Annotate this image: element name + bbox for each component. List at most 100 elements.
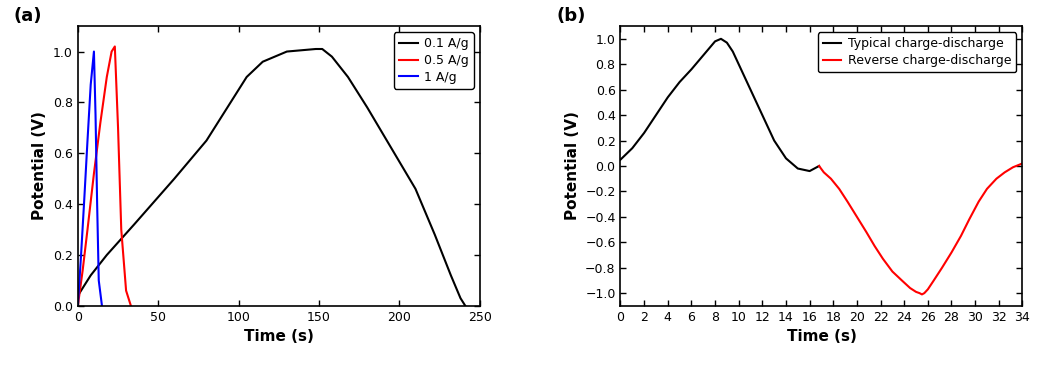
0.1 A/g [316, 47, 328, 51]
Typical charge-discharge [733, 62, 745, 66]
Reverse charge-discharge [904, 286, 917, 290]
Typical charge-discharge [650, 113, 662, 117]
Legend: Typical charge-discharge, Reverse charge-discharge: Typical charge-discharge, Reverse charge… [818, 32, 1016, 72]
Y-axis label: Potential (V): Potential (V) [32, 112, 48, 220]
Reverse charge-discharge [922, 287, 934, 292]
Typical charge-discharge [638, 131, 651, 135]
1 A/g [89, 113, 102, 117]
Reverse charge-discharge [841, 199, 853, 204]
Text: (b): (b) [556, 6, 585, 25]
0.1 A/g [224, 100, 237, 105]
0.1 A/g [455, 296, 467, 301]
X-axis label: Time (s): Time (s) [787, 329, 856, 344]
1 A/g [95, 304, 108, 308]
Typical charge-discharge [727, 49, 739, 54]
Typical charge-discharge [715, 37, 728, 41]
Typical charge-discharge [614, 157, 627, 162]
0.1 A/g [361, 105, 374, 110]
0.1 A/g [200, 138, 213, 143]
Reverse charge-discharge [946, 250, 958, 255]
Reverse charge-discharge [936, 266, 949, 270]
Reverse charge-discharge [955, 233, 967, 238]
0.1 A/g [342, 75, 354, 79]
0.5 A/g [112, 126, 125, 130]
Typical charge-discharge [674, 80, 686, 84]
0.1 A/g [409, 186, 421, 191]
Typical charge-discharge [756, 113, 768, 117]
0.1 A/g [385, 146, 398, 150]
0.1 A/g [280, 49, 293, 54]
Reverse charge-discharge [813, 164, 825, 168]
Typical charge-discharge [813, 164, 825, 168]
Reverse charge-discharge [869, 244, 881, 248]
Reverse charge-discharge [832, 186, 845, 191]
Typical charge-discharge [685, 67, 698, 72]
Reverse charge-discharge [824, 176, 837, 181]
Reverse charge-discharge [909, 289, 922, 294]
Reverse charge-discharge [990, 176, 1003, 181]
Typical charge-discharge [768, 138, 781, 143]
0.1 A/g [429, 232, 441, 237]
Reverse charge-discharge [886, 269, 899, 274]
Line: 1 A/g: 1 A/g [78, 51, 102, 306]
Reverse charge-discharge [973, 199, 985, 204]
1 A/g [91, 202, 104, 206]
Reverse charge-discharge [851, 214, 864, 219]
1 A/g [87, 49, 100, 54]
Typical charge-discharge [626, 146, 638, 150]
Reverse charge-discharge [963, 217, 976, 222]
0.1 A/g [101, 253, 113, 257]
Typical charge-discharge [696, 53, 709, 57]
0.1 A/g [77, 286, 89, 290]
Typical charge-discharge [720, 40, 733, 45]
Line: Typical charge-discharge: Typical charge-discharge [621, 39, 819, 171]
0.1 A/g [241, 75, 253, 79]
0.1 A/g [309, 47, 322, 51]
0.1 A/g [84, 273, 97, 278]
0.1 A/g [72, 294, 84, 298]
Typical charge-discharge [661, 95, 674, 100]
0.1 A/g [444, 273, 457, 278]
Reverse charge-discharge [913, 291, 926, 295]
0.1 A/g [326, 54, 338, 59]
1 A/g [92, 278, 105, 283]
Reverse charge-discharge [916, 292, 928, 297]
0.5 A/g [87, 171, 100, 176]
Reverse charge-discharge [1007, 165, 1019, 169]
1 A/g [72, 304, 84, 308]
0.5 A/g [101, 75, 113, 79]
Line: Reverse charge-discharge: Reverse charge-discharge [819, 163, 1022, 294]
Reverse charge-discharge [918, 291, 930, 295]
Typical charge-discharge [709, 39, 721, 44]
0.5 A/g [119, 288, 132, 293]
Reverse charge-discharge [896, 278, 908, 283]
Reverse charge-discharge [818, 170, 830, 175]
Reverse charge-discharge [861, 230, 873, 234]
0.5 A/g [81, 227, 93, 232]
Line: 0.1 A/g: 0.1 A/g [78, 49, 465, 306]
Legend: 0.1 A/g, 0.5 A/g, 1 A/g: 0.1 A/g, 0.5 A/g, 1 A/g [393, 32, 473, 89]
0.5 A/g [94, 120, 107, 125]
1 A/g [75, 253, 87, 257]
Reverse charge-discharge [1016, 161, 1029, 166]
Reverse charge-discharge [981, 186, 993, 191]
0.5 A/g [72, 304, 84, 308]
Typical charge-discharge [803, 169, 816, 173]
Reverse charge-discharge [928, 278, 940, 283]
Typical charge-discharge [780, 156, 792, 161]
0.5 A/g [106, 49, 118, 54]
Typical charge-discharge [792, 166, 804, 171]
Reverse charge-discharge [877, 257, 890, 261]
0.1 A/g [168, 176, 181, 181]
Text: (a): (a) [13, 6, 42, 25]
0.5 A/g [125, 304, 137, 308]
0.5 A/g [109, 44, 121, 49]
Line: 0.5 A/g: 0.5 A/g [78, 47, 131, 306]
0.1 A/g [128, 222, 140, 227]
0.1 A/g [459, 304, 471, 308]
0.1 A/g [256, 59, 269, 64]
Typical charge-discharge [744, 87, 757, 92]
0.5 A/g [115, 227, 128, 232]
Y-axis label: Potential (V): Potential (V) [565, 112, 579, 220]
X-axis label: Time (s): Time (s) [244, 329, 313, 344]
